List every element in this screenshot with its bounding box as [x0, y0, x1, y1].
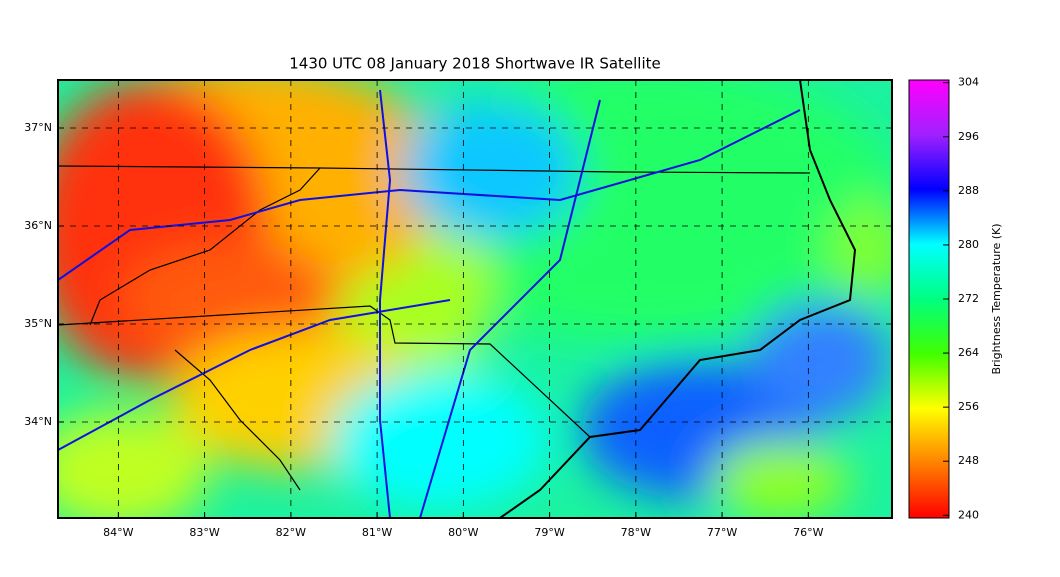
colorbar-tick-label: 256: [958, 400, 979, 413]
graticule: [58, 80, 892, 518]
x-tick-label: 76°W: [793, 526, 823, 539]
y-tick-label: 34°N: [24, 415, 52, 428]
map-frame: [57, 79, 893, 519]
x-tick-label: 83°W: [189, 526, 219, 539]
colorbar-tick-label: 264: [958, 346, 979, 359]
colorbar-tick-label: 288: [958, 184, 979, 197]
x-tick-label: 81°W: [362, 526, 392, 539]
colorbar-tick-label: 240: [958, 508, 979, 521]
colorbar-tick-label: 280: [958, 238, 979, 251]
colorbar-tick-label: 248: [958, 454, 979, 467]
colorbar-tick-label: 272: [958, 292, 979, 305]
colorbar-tick-label: 304: [958, 76, 979, 89]
y-tick-label: 36°N: [24, 219, 52, 232]
colorbar-label: Brightness Temperature (K): [990, 223, 1003, 374]
y-tick-label: 37°N: [24, 121, 52, 134]
x-tick-label: 84°W: [103, 526, 133, 539]
x-tick-label: 79°W: [534, 526, 564, 539]
x-tick-label: 82°W: [276, 526, 306, 539]
satellite-imagery: [58, 80, 892, 518]
x-tick-label: 77°W: [707, 526, 737, 539]
title: 1430 UTC 08 January 2018 Shortwave IR Sa…: [289, 55, 661, 73]
x-tick-label: 78°W: [621, 526, 651, 539]
colorbar-tick-label: 296: [958, 130, 979, 143]
y-tick-label: 35°N: [24, 317, 52, 330]
x-tick-label: 80°W: [448, 526, 478, 539]
